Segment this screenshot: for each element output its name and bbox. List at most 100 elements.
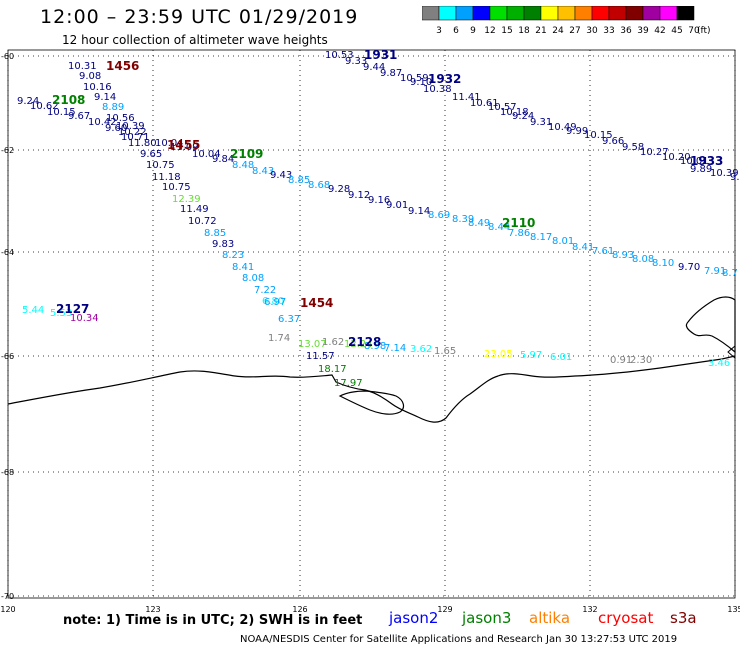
swh-value: 8.39	[452, 214, 474, 225]
swh-value: 9.24	[512, 111, 534, 122]
legend-label: 6	[453, 26, 459, 36]
swh-value: 8.98	[364, 341, 386, 352]
legend-label: 21	[535, 26, 546, 36]
track-id-label: 2128	[348, 335, 381, 349]
swh-value: 9.66	[602, 136, 624, 147]
swh-value: 8.7	[722, 268, 738, 279]
lon-tick-label: 123	[145, 605, 160, 614]
legend-label: 3	[436, 26, 442, 36]
legend-label: 27	[569, 26, 580, 36]
legend-unit: (ft)	[697, 26, 711, 36]
swh-value: 10.22	[118, 127, 147, 138]
swh-value: 10.01	[680, 156, 709, 167]
lon-tick-label: 120	[0, 605, 15, 614]
swh-value: 8.23	[222, 250, 244, 261]
swh-value: 9.83	[212, 239, 234, 250]
credit-line: NOAA/NESDIS Center for Satellite Applica…	[240, 634, 678, 645]
swh-value: 9.16	[368, 195, 390, 206]
swh-value: 7.86	[508, 228, 530, 239]
lon-tick-label: 126	[292, 605, 307, 614]
swh-value: 9.33	[345, 56, 367, 67]
legend-label: 18	[518, 26, 530, 36]
swh-value: 10.38	[423, 84, 452, 95]
map-subtitle: 12 hour collection of altimeter wave hei…	[62, 33, 328, 47]
swh-value: 8.85	[288, 175, 310, 186]
legend-label: 36	[620, 26, 632, 36]
lon-tick-label: 132	[582, 605, 597, 614]
swh-value: 10.75	[162, 182, 191, 193]
swh-value: 10.18	[500, 107, 529, 118]
swh-value: 8.41	[232, 262, 254, 273]
swh-value: 10.27	[640, 147, 669, 158]
satellite-name: jason3	[462, 609, 512, 627]
swh-value: 11.80	[128, 138, 157, 149]
swh-value: 2.30	[630, 355, 652, 366]
track-id-label: 2110	[502, 216, 535, 230]
swh-value: 8.85	[204, 228, 226, 239]
lat-tick-label: -60	[1, 52, 14, 61]
swh-value: 11.41	[452, 92, 481, 103]
track-id-label: 1456	[106, 59, 139, 73]
swh-value: 9.60	[105, 123, 127, 134]
swh-value: 8.08	[242, 273, 264, 284]
axis-labels: -60 -62 -64 -66 -68 -70 120 123 126 129 132 135	[0, 52, 740, 614]
swh-value: 7.14	[384, 343, 406, 354]
legend-label: 45	[671, 26, 682, 36]
swh-value: 12.24	[344, 339, 373, 350]
track-id-label: 1931	[364, 48, 397, 62]
swh-value: 9.65	[140, 149, 162, 160]
coastline-inner	[338, 390, 405, 415]
swh-value: 10.15	[47, 107, 76, 118]
swh-value: 10.75	[146, 160, 175, 171]
swh-value: 7.22	[254, 285, 276, 296]
swh-value: 10.04	[155, 138, 184, 149]
swh-value: 5.44	[22, 305, 44, 316]
lat-tick-label: -70	[1, 592, 14, 601]
swh-value: 9.43	[270, 170, 292, 181]
swh-value: 7.61	[592, 246, 614, 257]
track-id-label: 1454	[300, 296, 333, 310]
swh-value: 18.17	[318, 364, 347, 375]
swh-value: 6.97	[264, 297, 286, 308]
satellite-name: s3a	[670, 609, 697, 627]
legend-label: 15	[501, 26, 512, 36]
swh-value: 8.08	[632, 254, 654, 265]
swh-value: 10.16	[83, 82, 112, 93]
swh-value: 0.91	[610, 355, 632, 366]
swh-value: 3.62	[410, 344, 432, 355]
swh-value: 1.62	[322, 337, 344, 348]
swh-value: 8.41	[572, 242, 594, 253]
coastline-east-island	[685, 296, 736, 354]
swh-value: 9.14	[94, 92, 116, 103]
legend-label: 42	[654, 26, 665, 36]
swh-value: 9.99	[566, 126, 588, 137]
swh-value: 10.42	[88, 117, 117, 128]
swh-value: 8.10	[652, 258, 674, 269]
swh-value: 3.46	[708, 358, 730, 369]
swh-value: 6.01	[550, 352, 572, 363]
swh-value: 8.44	[488, 222, 510, 233]
swh-value: 12.39	[172, 194, 201, 205]
map-title: 12:00 – 23:59 UTC 01/29/2019	[40, 6, 359, 28]
swh-value: 8.93	[612, 250, 634, 261]
satellite-name: cryosat	[598, 609, 654, 627]
track-labels: 1456 2108 1455 2109 1931 1932 1933 2110 2127 1454…	[52, 48, 723, 349]
lat-tick-label: -66	[1, 352, 14, 361]
legend-label: 9	[470, 26, 476, 36]
lon-tick-label: 135	[727, 605, 740, 614]
swh-value: 10.31	[68, 61, 97, 72]
swh-value: 8.68	[308, 180, 330, 191]
track-id-label: 1455	[167, 138, 200, 152]
swh-value: 7.91	[704, 266, 726, 277]
swh-value: 13.07	[298, 339, 327, 350]
swh-value: 9.67	[68, 111, 90, 122]
swh-value: 9.70	[678, 262, 700, 273]
track-id-label: 2127	[56, 302, 89, 316]
lat-tick-label: -64	[1, 248, 14, 257]
satellite-name: altika	[529, 609, 571, 627]
swh-value: 8.48	[232, 160, 254, 171]
swh-value: 10.53	[325, 50, 354, 61]
swh-value: 10.61	[470, 98, 499, 109]
swh-value: 10.57	[488, 102, 517, 113]
